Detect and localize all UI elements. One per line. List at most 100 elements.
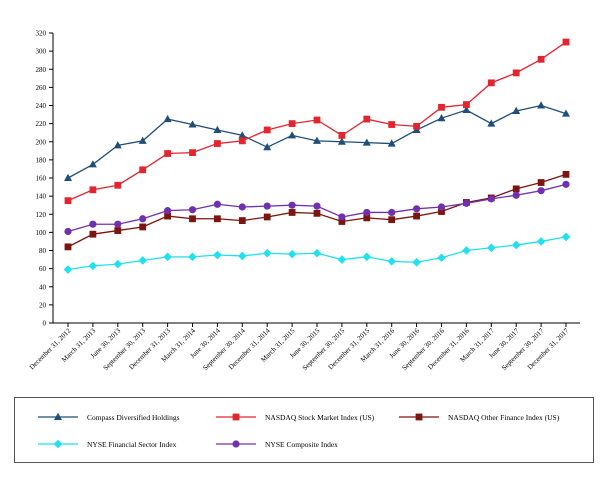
- data-point: [487, 119, 496, 127]
- data-point: [363, 214, 371, 222]
- series-3: [63, 232, 571, 274]
- series-0: [64, 101, 570, 181]
- chart-axes: [52, 33, 580, 324]
- series-2: [64, 170, 570, 251]
- data-point: [363, 208, 371, 217]
- data-point: [114, 181, 122, 189]
- legend-label: Compass Diversified Holdings: [87, 412, 180, 422]
- x-tick-label: December 31, 2012: [28, 326, 73, 371]
- data-point: [512, 106, 521, 114]
- data-point: [163, 252, 172, 262]
- data-point: [64, 243, 72, 251]
- data-point: [88, 160, 97, 168]
- data-point: [139, 166, 147, 174]
- y-tick-label: 180: [36, 156, 47, 164]
- data-point: [487, 195, 495, 203]
- data-point: [562, 38, 570, 46]
- data-point: [437, 113, 446, 122]
- legend-marker: [415, 413, 423, 421]
- data-point: [164, 150, 171, 157]
- y-tick-label: 300: [36, 48, 47, 56]
- y-tick-label: 100: [36, 229, 47, 237]
- y-tick-label: 160: [36, 175, 47, 183]
- y-tick-label: 320: [36, 30, 47, 38]
- data-point: [537, 101, 546, 109]
- legend-marker: [54, 412, 62, 420]
- legend-item: NASDAQ Other Finance Index (US): [398, 410, 559, 424]
- chart-legend: Compass Diversified Holdings NASDAQ Stock…: [14, 397, 594, 463]
- y-tick-label: 40: [39, 283, 47, 291]
- legend-swatch: [216, 440, 256, 448]
- data-point: [387, 257, 396, 266]
- data-point: [512, 69, 520, 77]
- legend-label: NYSE Composite Index: [265, 439, 338, 449]
- data-point: [288, 201, 296, 209]
- data-point: [213, 250, 222, 260]
- data-point: [288, 131, 297, 139]
- data-point: [337, 255, 347, 264]
- data-point: [537, 187, 545, 195]
- data-point: [536, 237, 546, 246]
- data-point: [561, 232, 571, 242]
- data-point: [463, 101, 470, 108]
- data-point: [413, 212, 420, 220]
- legend-item: Compass Diversified Holdings: [37, 410, 180, 424]
- data-point: [164, 212, 171, 220]
- legend-item: NASDAQ Stock Market Index (US): [215, 410, 374, 424]
- data-point: [288, 209, 296, 216]
- data-point: [188, 120, 197, 128]
- data-point: [214, 140, 221, 147]
- data-point: [388, 121, 396, 128]
- data-point: [263, 213, 271, 221]
- data-point: [89, 220, 97, 228]
- series-1: [64, 38, 570, 205]
- legend-swatch: [216, 413, 256, 421]
- data-point: [388, 216, 396, 224]
- data-point: [163, 114, 172, 123]
- y-tick-label: 20: [39, 301, 47, 309]
- data-point: [138, 256, 147, 265]
- data-point: [263, 202, 271, 210]
- legend-marker: [232, 413, 240, 421]
- data-point: [462, 199, 470, 207]
- data-point: [263, 142, 272, 151]
- data-point: [213, 125, 222, 133]
- data-point: [188, 252, 197, 262]
- y-tick-label: 140: [36, 193, 47, 201]
- y-tick-label: 240: [36, 102, 47, 110]
- data-point: [238, 137, 246, 145]
- data-point: [337, 137, 346, 145]
- y-tick-label: 60: [39, 265, 47, 273]
- data-point: [89, 230, 97, 238]
- data-point: [537, 179, 545, 186]
- data-point: [412, 257, 421, 267]
- data-point: [189, 149, 196, 157]
- data-point: [362, 252, 372, 262]
- data-point: [313, 202, 321, 210]
- data-point: [139, 223, 147, 231]
- data-point: [114, 220, 122, 228]
- data-point: [487, 243, 496, 253]
- data-point: [312, 248, 322, 258]
- y-tick-label: 120: [36, 211, 47, 219]
- data-point: [313, 209, 321, 217]
- legend-label: NYSE Financial Sector Index: [87, 439, 177, 449]
- data-point: [388, 208, 396, 217]
- data-point: [288, 120, 296, 128]
- data-point: [537, 55, 545, 63]
- data-point: [189, 215, 196, 223]
- legend-marker: [53, 439, 63, 449]
- legend-swatch: [399, 413, 439, 421]
- data-point: [387, 139, 396, 147]
- data-point: [113, 259, 123, 269]
- y-tick-label: 260: [36, 84, 47, 92]
- data-point: [437, 203, 446, 211]
- legend-item: NYSE Composite Index: [215, 437, 338, 451]
- data-point: [263, 126, 271, 134]
- x-tick-label: September 30, 2013: [102, 326, 148, 372]
- y-tick-label: 0: [43, 320, 47, 328]
- data-point: [238, 217, 246, 224]
- legend-item: NYSE Financial Sector Index: [37, 437, 176, 451]
- data-point: [437, 253, 446, 263]
- data-point: [64, 227, 72, 236]
